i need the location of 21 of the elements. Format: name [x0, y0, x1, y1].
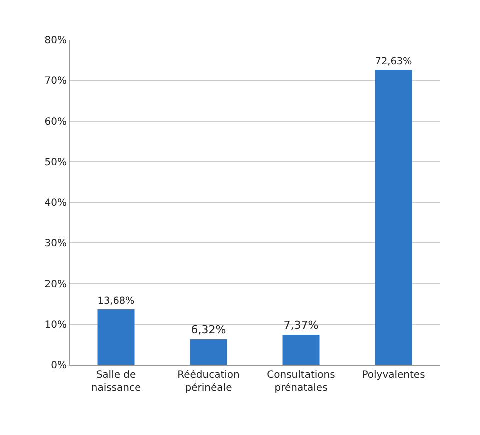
bar	[190, 339, 228, 365]
y-tick-label: 40%	[44, 198, 67, 209]
data-label: 7,37%	[284, 319, 319, 332]
x-tick-label: Consultations prénatales	[267, 370, 336, 394]
data-label: 13,68%	[98, 296, 135, 307]
y-tick-label: 20%	[44, 279, 67, 290]
x-tick-label: Rééducation périnéale	[178, 370, 240, 394]
data-label: 6,32%	[191, 323, 226, 336]
y-tick-label: 30%	[44, 238, 67, 250]
y-tick-label: 0%	[51, 360, 67, 372]
y-tick-label: 70%	[44, 76, 67, 88]
y-tick-label: 50%	[44, 157, 67, 168]
data-label: 72,63%	[375, 56, 412, 68]
y-tick-label: 10%	[44, 320, 67, 331]
y-tick-label: 80%	[44, 36, 67, 46]
x-tick-label: Polyvalentes	[362, 370, 426, 381]
bar	[98, 309, 135, 365]
bar	[282, 335, 320, 365]
y-tick-label: 60%	[44, 116, 67, 128]
bar	[375, 70, 412, 365]
x-tick-label: Salle de naissance	[91, 370, 142, 394]
